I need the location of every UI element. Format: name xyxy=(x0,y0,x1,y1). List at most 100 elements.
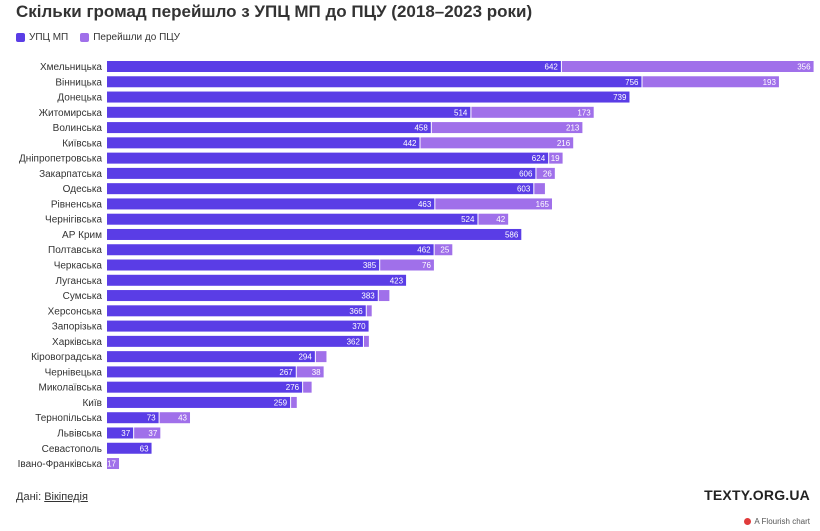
category-label: Севастополь xyxy=(42,444,102,455)
category-label: Рівненська xyxy=(51,199,103,210)
bar-upc[interactable] xyxy=(107,381,303,393)
legend-swatch-pcu xyxy=(80,33,90,42)
bar-pcu[interactable] xyxy=(434,244,453,256)
bar-upc[interactable] xyxy=(107,259,380,271)
bar-pcu[interactable] xyxy=(534,183,545,195)
bar-upc[interactable] xyxy=(107,427,134,439)
value-label-pcu: 25 xyxy=(440,246,449,255)
bar-upc[interactable] xyxy=(107,351,315,363)
bar-pcu[interactable] xyxy=(431,122,583,134)
bar-upc[interactable] xyxy=(107,274,407,286)
bar-pcu[interactable] xyxy=(471,106,594,118)
value-label-pcu: 213 xyxy=(566,124,580,133)
value-label-upc: 462 xyxy=(417,246,431,255)
bar-pcu[interactable] xyxy=(378,290,390,302)
source-prefix: Дані: xyxy=(16,491,42,503)
bar-upc[interactable] xyxy=(107,366,296,378)
brand-logo[interactable]: TEXTY.ORG.UA xyxy=(704,487,810,503)
value-label-upc: 423 xyxy=(390,276,404,285)
legend-item-pcu[interactable]: Перейшли до ПЦУ xyxy=(80,32,180,43)
category-label: Одеська xyxy=(63,184,103,195)
category-label: Чернівецька xyxy=(45,367,103,378)
bar-upc[interactable] xyxy=(107,76,642,88)
bar-pcu[interactable] xyxy=(366,305,372,317)
value-label-upc: 756 xyxy=(625,78,639,87)
bar-upc[interactable] xyxy=(107,61,561,72)
category-label: Житомирська xyxy=(39,108,103,119)
category-label: Кіровоградська xyxy=(31,352,102,363)
value-label-upc: 259 xyxy=(274,398,288,407)
bar-pcu[interactable] xyxy=(642,76,779,88)
flourish-icon xyxy=(744,518,752,525)
category-label: Київська xyxy=(62,138,102,149)
bar-upc[interactable] xyxy=(107,228,522,240)
category-label: Чернігівська xyxy=(45,215,102,226)
category-label: Луганська xyxy=(55,276,102,287)
category-label: Миколаївська xyxy=(39,383,103,394)
value-label-pcu: 38 xyxy=(312,368,321,377)
bar-upc[interactable] xyxy=(107,320,369,332)
bar-pcu[interactable] xyxy=(536,167,555,179)
bar-pcu[interactable] xyxy=(296,366,324,378)
value-label-pcu: 356 xyxy=(797,63,811,72)
value-label-upc: 63 xyxy=(140,444,149,453)
category-label: Волинська xyxy=(53,123,103,134)
value-label-upc: 385 xyxy=(363,261,377,270)
bar-pcu[interactable] xyxy=(549,152,563,164)
value-label-pcu: 165 xyxy=(536,200,550,209)
category-label: Харківська xyxy=(52,337,102,348)
bar-upc[interactable] xyxy=(107,290,378,302)
chart-title: Скільки громад перейшло з УПЦ МП до ПЦУ … xyxy=(16,2,533,21)
bar-upc[interactable] xyxy=(107,183,534,195)
value-label-upc: 276 xyxy=(286,383,300,392)
value-label-upc: 362 xyxy=(347,337,361,346)
flourish-attribution[interactable]: A Flourish chart xyxy=(744,517,810,526)
bar-pcu[interactable] xyxy=(363,335,369,347)
category-label: Черкаська xyxy=(54,261,103,272)
bar-upc[interactable] xyxy=(107,213,478,225)
bar-upc[interactable] xyxy=(107,244,434,256)
bar-pcu[interactable] xyxy=(420,137,574,149)
value-label-upc: 524 xyxy=(461,215,475,224)
source-link[interactable]: Вікіпедія xyxy=(44,491,88,503)
bar-pcu[interactable] xyxy=(134,427,161,439)
bar-pcu[interactable] xyxy=(291,396,297,408)
bar-upc[interactable] xyxy=(107,137,420,149)
bar-pcu[interactable] xyxy=(159,412,191,424)
legend-item-upc[interactable]: УПЦ МП xyxy=(16,32,68,43)
value-label-upc: 442 xyxy=(403,139,417,148)
value-label-upc: 370 xyxy=(352,322,366,331)
bar-upc[interactable] xyxy=(107,152,549,164)
bar-upc[interactable] xyxy=(107,167,536,179)
bar-pcu[interactable] xyxy=(380,259,434,271)
value-label-pcu: 76 xyxy=(422,261,431,270)
bar-pcu[interactable] xyxy=(315,351,327,363)
value-label-pcu: 26 xyxy=(543,169,552,178)
bar-upc[interactable] xyxy=(107,396,291,408)
value-label-pcu: 193 xyxy=(763,78,777,87)
bar-upc[interactable] xyxy=(107,122,431,134)
value-label-upc: 603 xyxy=(517,185,531,194)
bar-pcu[interactable] xyxy=(478,213,509,225)
bar-upc[interactable] xyxy=(107,106,471,118)
value-label-upc: 624 xyxy=(532,154,546,163)
value-label-upc: 383 xyxy=(361,292,375,301)
category-label: Львівська xyxy=(57,428,102,439)
bar-upc[interactable] xyxy=(107,442,152,454)
category-label: Хмельницька xyxy=(40,62,102,73)
value-label-upc: 294 xyxy=(298,353,312,362)
bar-pcu[interactable] xyxy=(303,381,312,393)
legend-swatch-upc xyxy=(16,33,25,42)
category-label: Сумська xyxy=(63,291,103,302)
bar-pcu[interactable] xyxy=(435,198,552,210)
value-label-upc: 739 xyxy=(613,93,627,102)
category-label: Тернопільська xyxy=(35,413,102,424)
bar-pcu[interactable] xyxy=(561,61,814,72)
bar-upc[interactable] xyxy=(107,335,363,347)
flourish-label: A Flourish chart xyxy=(754,517,810,526)
bar-upc[interactable] xyxy=(107,305,366,317)
bar-upc[interactable] xyxy=(107,91,630,103)
bar-upc[interactable] xyxy=(107,198,435,210)
bar-upc[interactable] xyxy=(107,412,159,424)
bar-pcu[interactable] xyxy=(107,458,120,470)
